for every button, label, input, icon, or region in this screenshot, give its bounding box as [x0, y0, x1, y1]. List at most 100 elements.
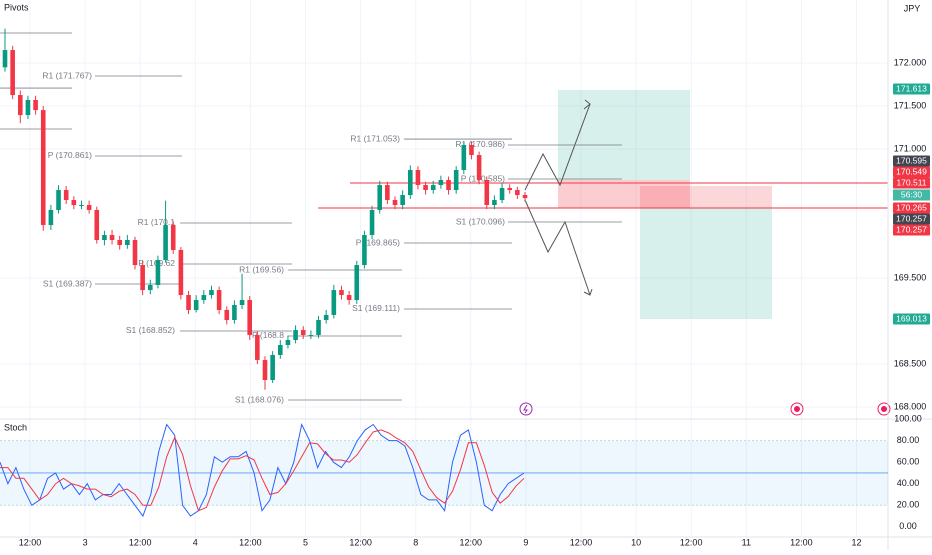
currency: JPY	[904, 3, 921, 13]
x-tick-label: 12:00	[349, 537, 372, 547]
candle-body	[277, 344, 283, 355]
candle-body	[25, 100, 31, 116]
candle-body	[354, 265, 360, 301]
grid	[0, 0, 888, 536]
stop-zone[interactable]	[640, 186, 772, 208]
candle-body	[522, 195, 528, 199]
pivot-label: R1 (170.1	[138, 217, 176, 227]
price-label-bg	[893, 166, 930, 178]
candle-body	[461, 144, 467, 171]
stoch-line	[0, 429, 525, 512]
x-tick-label: 12:00	[460, 537, 483, 547]
x-tick-label: 12:00	[129, 537, 152, 547]
pivot-label: R1 (170.986)	[455, 139, 505, 149]
pivot-label: R1 (171.767)	[42, 70, 92, 80]
price-label: 169.013	[896, 313, 927, 323]
pivot-label: S1 (170.096)	[456, 216, 505, 226]
candle-body	[423, 185, 428, 191]
candle-body	[293, 330, 298, 341]
event-icon[interactable]	[519, 402, 533, 416]
candle-body	[239, 300, 245, 306]
candle-body	[484, 179, 490, 206]
candle-body	[170, 225, 176, 250]
price-label: 171.613	[896, 83, 927, 93]
price-label-bg	[893, 83, 930, 95]
candle-body	[63, 190, 69, 201]
candle-body	[216, 290, 222, 310]
candle-body	[109, 235, 115, 240]
x-tick-label: 10	[631, 537, 641, 547]
candle-body	[140, 265, 145, 291]
price-label-bg	[893, 202, 930, 214]
candle-body	[71, 200, 77, 206]
candle-body	[507, 187, 513, 191]
y-tick-label: 0.00	[899, 521, 917, 531]
candle-body	[446, 179, 451, 191]
y-tick-label: 40.00	[897, 478, 920, 488]
candle-body	[392, 200, 398, 206]
candle-body	[469, 144, 474, 156]
stoch-line	[0, 422, 525, 518]
candle-body	[186, 295, 191, 310]
candle-body	[117, 239, 123, 245]
candle-body	[232, 305, 237, 320]
candle-body	[300, 330, 306, 336]
projection-up[interactable]	[524, 103, 591, 191]
pivot-label: R1 (171.053)	[350, 133, 400, 143]
candle-body	[224, 309, 230, 320]
candle-body	[48, 209, 54, 226]
price-label: 170.265	[896, 202, 927, 212]
candle-body	[255, 335, 260, 360]
arrow-head	[583, 288, 593, 296]
candle-body	[125, 239, 130, 245]
event-icon-glyph	[794, 406, 800, 412]
candle-body	[209, 290, 214, 296]
pane-title: Pivots	[4, 2, 29, 12]
x-tick-label: 12:00	[680, 537, 703, 547]
stop-zone[interactable]	[558, 180, 690, 208]
price-label: 170.257	[896, 224, 927, 234]
price-label: 170.257	[896, 213, 927, 223]
projection-down[interactable]	[524, 199, 591, 296]
price-label-bg	[893, 177, 930, 189]
candle-body	[17, 95, 23, 116]
price-label-bg	[893, 224, 930, 236]
pivot-label: P (168.8	[252, 330, 284, 340]
candle-body	[515, 190, 520, 196]
y-tick-label: 171.000	[894, 143, 927, 153]
price-label-bg	[893, 313, 930, 325]
target-zone[interactable]	[640, 208, 772, 319]
pivots: R1 (171.767) P (170.861) S1 (169.387) R1 (1…	[0, 32, 622, 404]
x-tick-label: 5	[303, 537, 308, 547]
price-label: 170.595	[896, 155, 927, 165]
price-label-bg	[893, 155, 930, 167]
target-zone[interactable]	[558, 90, 690, 180]
countdown-bg	[893, 189, 930, 201]
candle-body	[499, 187, 505, 201]
event-icon-glyph	[881, 406, 887, 412]
stoch-pane	[0, 422, 888, 518]
candle-body	[385, 185, 390, 201]
candle-body	[377, 185, 383, 210]
candle-body	[79, 205, 84, 207]
candle-body	[346, 295, 352, 301]
axes: 172.000 171.500 171.000 169.500 168.500 168.0…	[19, 57, 930, 547]
price-label-bg	[893, 213, 930, 225]
candle-body	[400, 195, 405, 206]
candle-body	[369, 209, 375, 236]
pivot-label: S1 (169.387)	[43, 278, 92, 288]
arrow-head	[583, 99, 591, 110]
pivot-label: S1 (168.076)	[235, 394, 284, 404]
x-tick-label: 12	[851, 537, 861, 547]
candle-body	[415, 170, 421, 186]
y-tick-label: 60.00	[897, 457, 920, 467]
x-tick-label: 3	[83, 537, 88, 547]
candle-body	[155, 260, 161, 285]
candle-body	[33, 100, 38, 111]
candle-body	[262, 359, 268, 380]
event-icon-glyph	[523, 404, 528, 414]
candle-body	[10, 50, 15, 96]
candle-body	[178, 249, 184, 296]
candles	[2, 28, 528, 390]
